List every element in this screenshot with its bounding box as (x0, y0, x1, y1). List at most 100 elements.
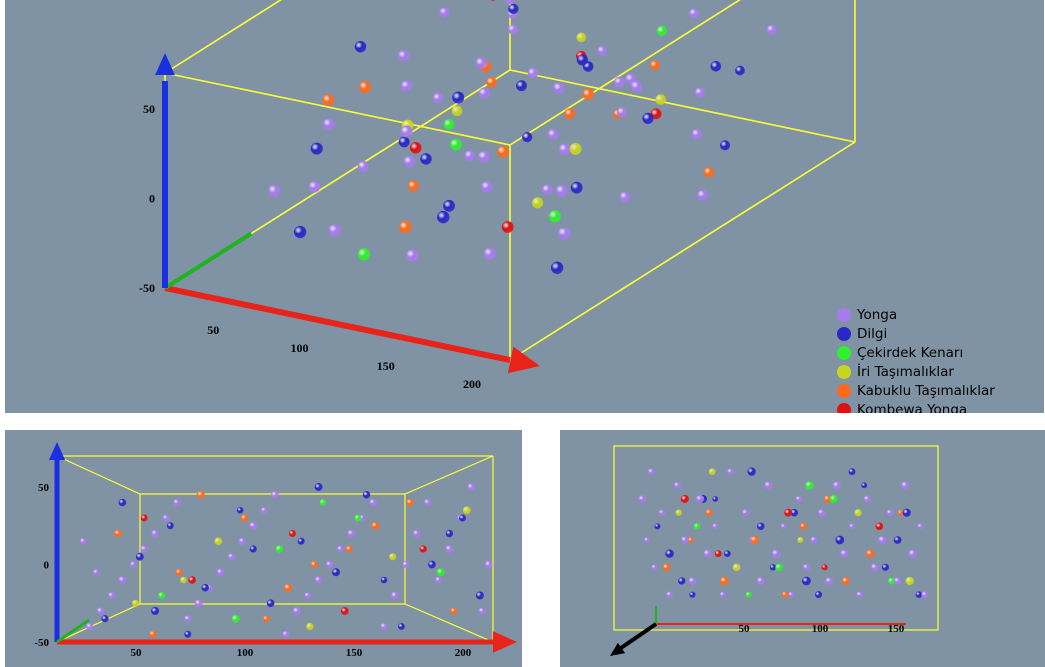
data-point (294, 226, 306, 238)
data-point (433, 93, 444, 104)
data-point (703, 549, 712, 558)
data-point (445, 545, 453, 553)
data-point (651, 564, 657, 570)
data-point (424, 499, 431, 506)
data-point (556, 185, 568, 197)
data-point (576, 33, 586, 43)
main-3d-view-panel: 50 100 150 200 50 0 -50 Yonga Dilgi Çekirdek K… (5, 0, 1044, 413)
bounding-box-edge (165, 0, 510, 73)
data-point (250, 545, 257, 552)
data-point (866, 549, 875, 558)
x-tick-label: 50 (739, 623, 751, 635)
data-point (311, 561, 318, 568)
bounding-box-edge (405, 456, 493, 494)
data-point (479, 88, 490, 99)
x-tick-label: 150 (888, 623, 905, 635)
data-point (917, 523, 923, 529)
x-tick-label: 150 (346, 647, 363, 659)
data-point (849, 468, 856, 475)
data-point (747, 467, 755, 475)
legend-item-iri-tasimaliklar: İri Taşımalıklar (837, 362, 995, 381)
legend-item-kombewa-yonga: Kombewa Yonga (837, 400, 995, 413)
data-point (861, 482, 867, 488)
data-point (398, 50, 410, 62)
data-point (901, 481, 909, 489)
data-point (505, 0, 515, 4)
data-point (403, 156, 415, 168)
data-point (444, 119, 455, 130)
data-point (916, 591, 923, 598)
data-point (676, 509, 682, 515)
data-point (757, 523, 765, 531)
data-point (788, 592, 794, 598)
data-point (800, 523, 807, 530)
data-point (328, 224, 340, 236)
data-point (275, 545, 283, 553)
data-point (803, 564, 810, 571)
z-tick-label: 50 (38, 482, 50, 494)
data-point (597, 46, 607, 56)
data-point (871, 563, 879, 571)
side-view-scatter-plot[interactable]: 50 100 150 200 50 0 -50 (5, 430, 522, 667)
legend-swatch (837, 346, 851, 360)
data-point (399, 221, 411, 233)
data-point (582, 88, 594, 100)
x-tick-label: 50 (207, 323, 219, 337)
data-point (856, 591, 863, 598)
data-point (151, 607, 159, 615)
z-axis-line (618, 624, 656, 650)
front-view-scatter-plot[interactable]: 50 100 150 (560, 430, 1045, 667)
data-point (118, 576, 126, 584)
data-point (712, 496, 718, 502)
bounding-box-edge (57, 456, 140, 494)
data-point (391, 591, 399, 599)
data-point (620, 191, 631, 202)
data-point (894, 536, 902, 544)
data-point (355, 41, 367, 53)
data-point (887, 509, 894, 516)
data-point (188, 576, 196, 584)
data-point (485, 560, 493, 568)
x-tick-label: 200 (455, 647, 472, 659)
data-point (666, 591, 673, 598)
data-point (363, 491, 370, 498)
data-point (644, 537, 650, 543)
legend-item-yonga: Yonga (837, 305, 995, 324)
data-point (214, 537, 222, 545)
y-axis-line (165, 234, 251, 289)
data-point (681, 495, 689, 503)
data-point (437, 568, 445, 576)
data-point (141, 545, 148, 552)
data-point (818, 509, 826, 517)
data-point (326, 561, 333, 568)
data-point (341, 607, 349, 615)
data-point (289, 530, 296, 537)
x-tick-label: 100 (812, 623, 829, 635)
data-point (173, 499, 181, 507)
data-point (241, 514, 248, 521)
x-tick-label: 150 (377, 359, 395, 373)
data-point (359, 81, 371, 93)
data-point (553, 82, 565, 94)
data-point (878, 536, 887, 545)
data-point (320, 499, 327, 506)
data-point (263, 615, 270, 622)
data-point (548, 129, 559, 140)
data-point (805, 481, 814, 490)
data-point (882, 564, 889, 571)
data-point (450, 607, 457, 614)
data-point (815, 591, 822, 598)
data-point (306, 623, 313, 630)
data-point (559, 143, 571, 155)
data-point (358, 161, 369, 172)
data-point (663, 563, 671, 571)
data-point (437, 211, 449, 223)
data-point (406, 499, 414, 507)
data-point (446, 530, 453, 537)
data-point (681, 536, 689, 544)
data-point (413, 530, 421, 538)
data-point (311, 143, 323, 155)
data-point (464, 150, 475, 161)
data-point (894, 577, 902, 585)
data-point (614, 77, 625, 88)
